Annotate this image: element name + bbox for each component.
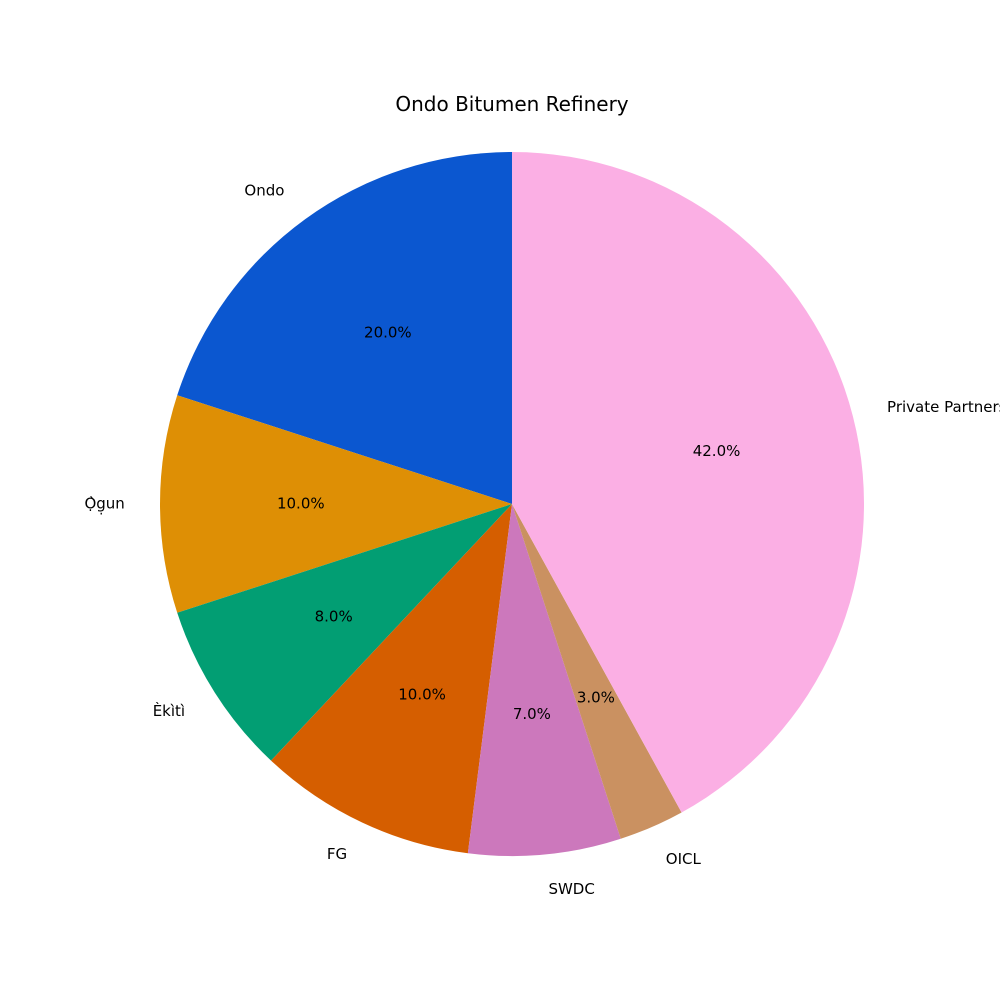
slice-label-3: FG xyxy=(327,845,347,863)
percent-label-1: 10.0% xyxy=(277,495,325,513)
slice-label-1: Ọ̀g̣un xyxy=(84,495,124,515)
percent-labels: 20.0% 10.0% 8.0% 10.0% 7.0% 3.0% 42.0% xyxy=(277,324,740,723)
chart-title: Ondo Bitumen Refinery xyxy=(395,92,628,116)
percent-label-5: 3.0% xyxy=(577,688,615,706)
pie-slice-2 xyxy=(177,504,513,761)
pie-slice-0 xyxy=(177,152,513,504)
pie-slice-6 xyxy=(512,152,865,813)
slice-label-6: Private Partners xyxy=(887,398,1000,416)
pie-slice-4 xyxy=(467,504,621,856)
slice-label-2: Èkìtì xyxy=(153,701,185,720)
percent-label-6: 42.0% xyxy=(693,442,741,460)
pie-slice-3 xyxy=(271,504,512,854)
percent-label-3: 10.0% xyxy=(398,686,446,704)
pie-slice-1 xyxy=(160,395,513,613)
slice-label-0: Ondo xyxy=(244,181,284,199)
slice-label-4: SWDC xyxy=(548,880,594,898)
slice-labels: Ondo Ọ̀g̣un Èkìtì FG SWDC OICL Private Partner… xyxy=(84,181,1000,898)
pie-slices xyxy=(160,152,865,856)
slice-label-5: OICL xyxy=(666,850,702,868)
percent-label-4: 7.0% xyxy=(513,705,551,723)
pie-slice-5 xyxy=(512,504,682,839)
percent-label-0: 20.0% xyxy=(364,324,412,342)
percent-label-2: 8.0% xyxy=(315,608,353,626)
